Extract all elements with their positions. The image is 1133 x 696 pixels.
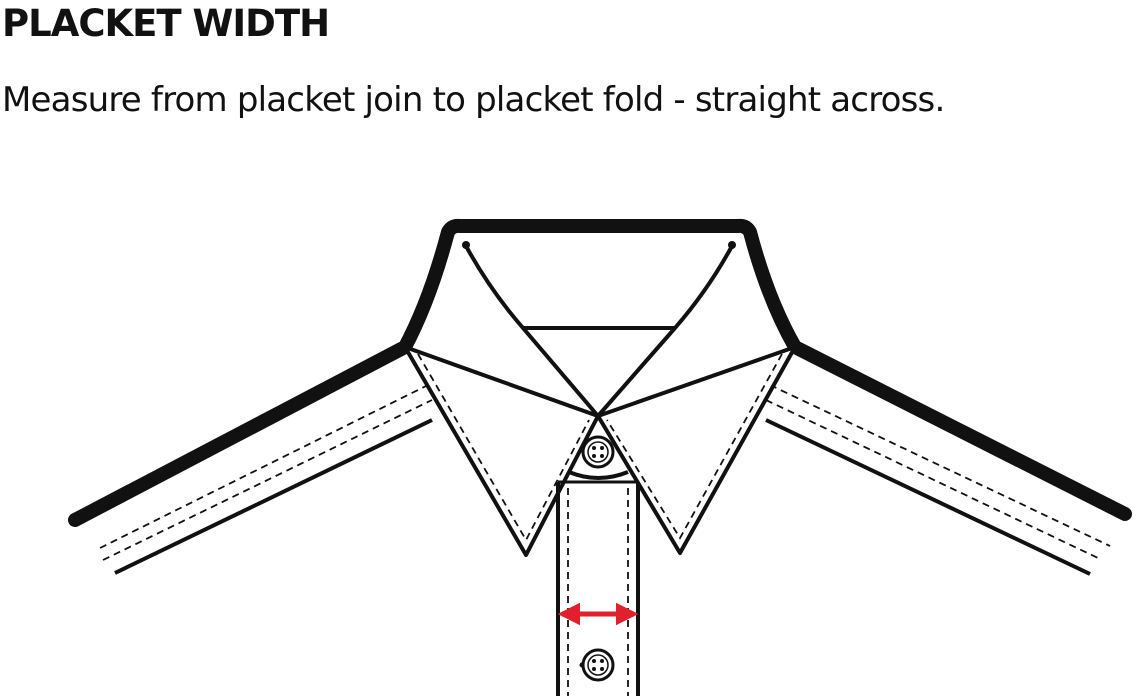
- collar-button: [581, 435, 615, 469]
- right-collar-stitching: [606, 353, 783, 540]
- right-shoulder-stitch-1: [769, 384, 1111, 547]
- collar-band-front: [568, 470, 629, 480]
- right-shoulder-stitch-2: [765, 399, 1101, 560]
- inner-collar-stand: [464, 245, 734, 330]
- right-collar-point: [596, 345, 797, 555]
- left-shoulder-stitch-2: [102, 399, 433, 561]
- collar-band-outline: [68, 218, 1132, 527]
- left-collar-stitching: [417, 353, 590, 542]
- measurement-instruction: Measure from placket join to placket fol…: [2, 80, 945, 120]
- placket-button: [579, 648, 615, 682]
- collar-tip-left: [462, 241, 470, 249]
- collar-tip-right: [728, 241, 736, 249]
- left-collar-point: [403, 345, 600, 557]
- right-shoulder-seam: [765, 418, 1091, 576]
- left-shoulder-seam: [114, 418, 433, 575]
- page-title: PLACKET WIDTH: [2, 2, 330, 45]
- left-shoulder-stitch-1: [99, 384, 429, 549]
